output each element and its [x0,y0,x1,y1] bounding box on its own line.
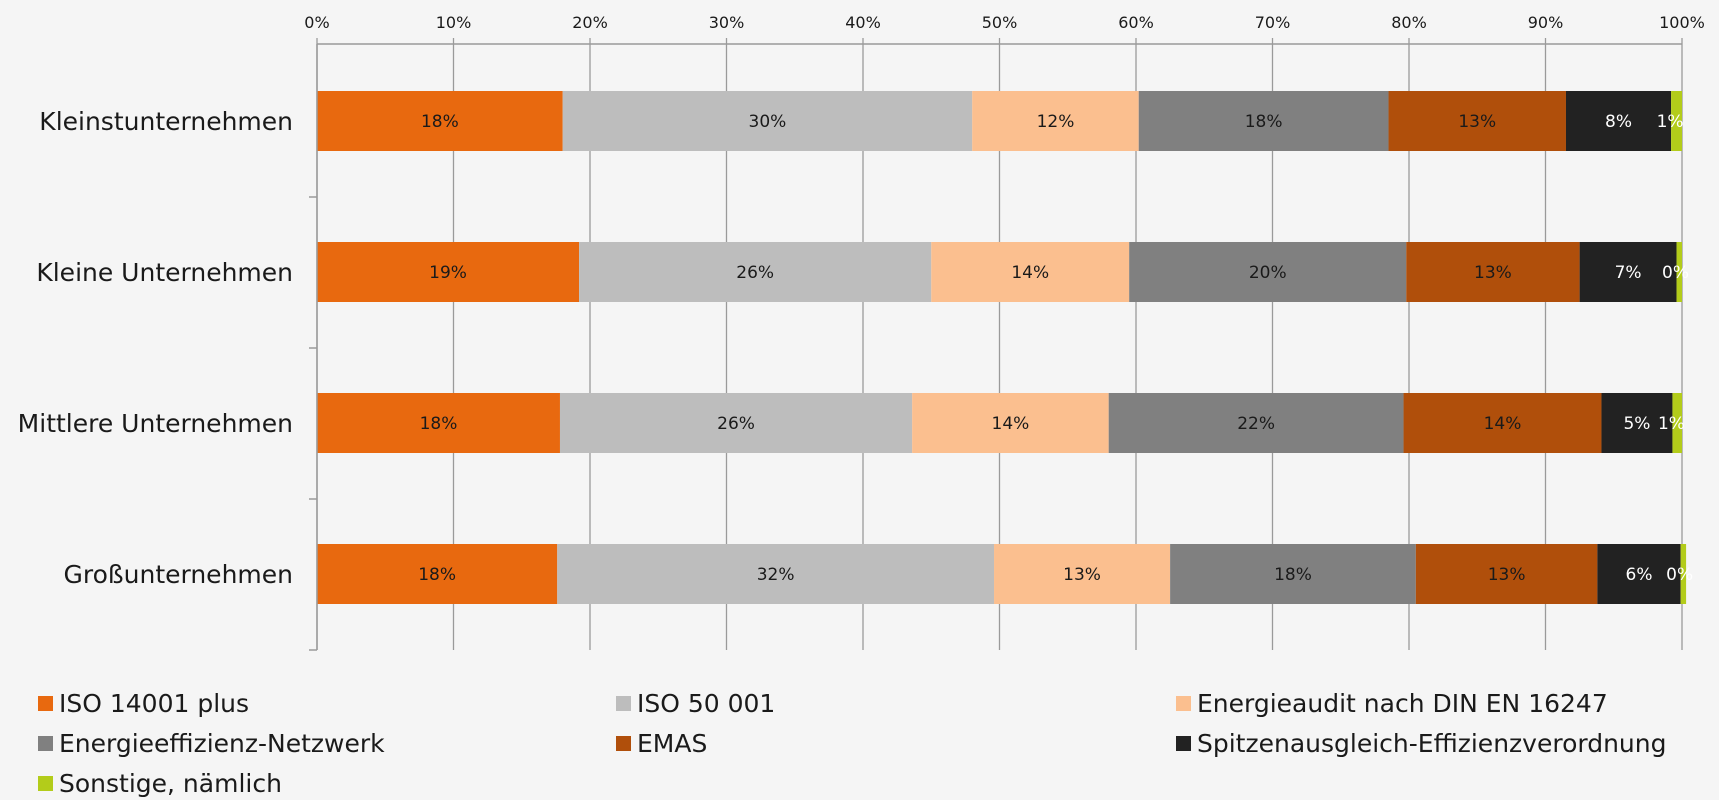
bar-segment [931,242,1130,302]
legend-swatch [616,735,631,751]
data-label: 18% [418,565,456,585]
legend-label: Sonstige, nämlich [59,768,282,798]
data-label: 14% [1484,414,1522,434]
x-tick-label: 70% [1255,13,1291,32]
data-label: 7% [1615,263,1642,283]
x-tick-label: 0% [304,13,329,32]
legend-label: Energieeffizienz-Netzwerk [59,728,385,758]
legend-swatch [616,695,631,711]
legend-item: Spitzenausgleich-Effizienzverordnung [1176,726,1696,760]
data-label: 22% [1237,414,1275,434]
x-tick-label: 20% [572,13,608,32]
data-label: 12% [1037,112,1075,132]
legend-swatch [38,695,53,711]
data-label: 20% [1249,263,1287,283]
bar-segment [317,393,560,453]
data-label: 18% [1245,112,1283,132]
bar-segment [317,544,558,604]
data-label: 5% [1623,414,1650,434]
data-label: 18% [1274,565,1312,585]
legend-item: Energieaudit nach DIN EN 16247 [1176,686,1696,720]
bars [317,91,1687,604]
bar-segment [1108,393,1404,453]
bar-segment [317,242,580,302]
bar-segment [562,91,973,151]
data-label: 30% [749,112,787,132]
bar-segment [1138,91,1389,151]
data-label: 32% [757,565,795,585]
x-tick-label: 100% [1659,13,1705,32]
legend-swatch [1176,695,1191,711]
bar-segment [1676,242,1682,302]
x-tick-label: 30% [709,13,745,32]
x-tick-label: 90% [1528,13,1564,32]
legend-label: EMAS [637,728,708,758]
legend-swatch [38,735,53,751]
bar-segment [1403,393,1602,453]
data-label: 13% [1458,112,1496,132]
category-label: Kleine Unternehmen [36,258,293,287]
data-label: 19% [429,263,467,283]
x-tick-label: 10% [436,13,472,32]
bar-segment [1388,91,1566,151]
bar-segment [557,544,995,604]
legend-item: Sonstige, nämlich [38,766,616,800]
legend-swatch [1176,735,1191,751]
data-label: 1% [1658,414,1685,434]
legend-label: Spitzenausgleich-Effizienzverordnung [1197,728,1667,758]
bar-segment [1170,544,1416,604]
legend: ISO 14001 plus ISO 50 001 Energieaudit nac… [38,686,1698,800]
bar-segment [559,393,913,453]
data-label: 6% [1626,565,1653,585]
data-label: 0% [1662,263,1689,283]
category-label: Kleinstunternehmen [39,107,293,136]
legend-label: Energieaudit nach DIN EN 16247 [1197,688,1608,718]
category-label: Mittlere Unternehmen [18,409,293,438]
legend-label: ISO 50 001 [637,688,776,718]
data-label: 18% [420,414,458,434]
x-tick-label: 60% [1118,13,1154,32]
data-label: 18% [421,112,459,132]
axes: 0% 10% 20% 30% 40% 50% 60% 70% 80% 90% 100% [304,13,1705,651]
x-tick-label: 50% [982,13,1018,32]
legend-item: ISO 14001 plus [38,686,616,720]
legend-item: ISO 50 001 [616,686,1176,720]
bar-segment [994,544,1171,604]
data-label: 26% [736,263,774,283]
legend-item: EMAS [616,726,1176,760]
legend-label: ISO 14001 plus [59,688,250,718]
bar-segment [1671,91,1682,151]
bar-segment [1415,544,1598,604]
category-label: Großunternehmen [63,560,293,589]
bar-segment [317,91,563,151]
data-label: 13% [1474,263,1512,283]
data-label: 1% [1657,112,1684,132]
labels: Kleinstunternehmen Kleine Unternehmen Mitt… [18,107,1693,589]
data-label: 8% [1605,112,1632,132]
bar-segment [972,91,1139,151]
bar-segment [912,393,1109,453]
bar-segment [579,242,932,302]
data-label: 14% [1011,263,1049,283]
data-label: 0% [1666,565,1693,585]
bar-segment [1597,544,1681,604]
x-tick-label: 40% [845,13,881,32]
bar-segment [1601,393,1673,453]
bar-segment [1672,393,1682,453]
data-label: 13% [1063,565,1101,585]
bar-segment [1406,242,1580,302]
bar-segment [1680,544,1687,604]
bar-segment [1129,242,1407,302]
bar-segment [1579,242,1677,302]
legend-swatch [38,775,53,791]
data-label: 13% [1488,565,1526,585]
legend-item: Energieeffizienz-Netzwerk [38,726,616,760]
stacked-bar-chart: 0% 10% 20% 30% 40% 50% 60% 70% 80% 90% 100% Kleins… [18,13,1705,651]
data-label: 14% [992,414,1030,434]
data-label: 26% [717,414,755,434]
bar-segment [1565,91,1672,151]
x-tick-label: 80% [1391,13,1427,32]
